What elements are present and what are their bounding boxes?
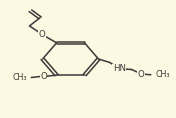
- Text: O: O: [38, 30, 45, 39]
- Text: CH₃: CH₃: [12, 73, 27, 82]
- Text: O: O: [40, 72, 47, 81]
- Text: CH₃: CH₃: [155, 70, 170, 79]
- Text: O: O: [138, 70, 145, 79]
- Text: HN: HN: [113, 64, 126, 73]
